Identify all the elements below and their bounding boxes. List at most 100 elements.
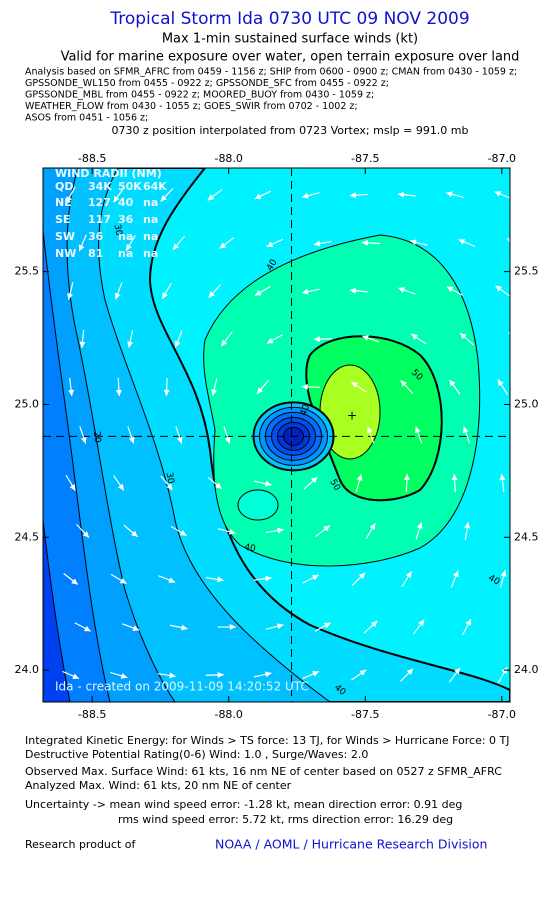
radii-header: 50K <box>118 180 142 193</box>
y-tick-label: 24.0 <box>15 663 40 676</box>
wind-arrow-head <box>449 379 456 387</box>
radii-header: 34K <box>88 180 112 193</box>
x-tick-label: -87.0 <box>488 152 516 165</box>
wind-arrow-head <box>215 482 222 489</box>
footer-line: Observed Max. Surface Wind: 61 kts, 16 n… <box>25 765 502 778</box>
wind-arrow-head <box>166 483 173 490</box>
wind-arrow-head <box>464 522 471 529</box>
wind-arrow-head <box>446 191 453 198</box>
wind-arrow-head <box>361 239 368 246</box>
axes: -88.5 -88.5 -88.0 -88.0 -87.5 -87.5 -87.0 -87.0… <box>15 152 539 721</box>
credit: Ida - created on 2009-11-09 14:20:52 UTC <box>55 680 309 694</box>
wind-arrow-head <box>265 480 272 487</box>
wind-arrow-head <box>174 340 181 348</box>
wind-arrow-head <box>67 293 73 300</box>
analysis-line: ASOS from 0451 - 1056 z; <box>25 113 148 124</box>
wind-arrow-head <box>358 572 366 580</box>
radii-cell: na <box>118 247 133 260</box>
wind-arrow-head <box>266 241 274 247</box>
wind-arrow-head <box>254 289 262 296</box>
footer-line: Destructive Potential Rating(0-6) Wind: … <box>25 748 368 761</box>
y-tick-label: 24.0 <box>514 663 539 676</box>
wind-arrow-head <box>208 291 215 298</box>
contour-label: 40 <box>243 543 256 555</box>
y-tick-label: 24.5 <box>514 530 539 543</box>
contour-15 <box>43 229 111 702</box>
wind-arrow-head <box>400 380 407 387</box>
wind-arrow-head <box>80 436 87 444</box>
radii-cell: 40 <box>118 196 134 209</box>
wind-arrow-head <box>369 523 376 530</box>
wind-arrow-head <box>349 192 356 199</box>
wind-arrow-head <box>127 341 134 348</box>
radii-cell: SW <box>55 230 75 243</box>
wind-arrow-head <box>114 292 121 300</box>
wind-arrow-head <box>71 578 78 585</box>
eye: + <box>43 168 510 702</box>
wind-arrow-head <box>219 242 227 249</box>
footer-line: Integrated Kinetic Energy: for Winds > T… <box>25 734 510 747</box>
radii-cell: SE <box>55 213 70 226</box>
y-tick-label: 25.0 <box>15 397 40 410</box>
wind-arrow-head <box>462 426 469 434</box>
x-tick-label: -87.5 <box>351 708 379 721</box>
wind-arrow-head <box>176 436 183 444</box>
analysis-line: GPSSONDE_WL150 from 0455 - 0922 z; GPSSO… <box>25 78 389 89</box>
wind-arrow-head <box>254 193 262 200</box>
wind-arrow-head <box>500 570 507 577</box>
wind-arrow-head <box>494 191 502 197</box>
radii-header: QD <box>55 180 73 193</box>
wind-arrow-head <box>312 671 319 677</box>
wind-arrow-head <box>362 335 369 341</box>
wind-arrow-head <box>312 574 319 581</box>
wind-arrow-head <box>323 525 330 532</box>
research-label: Research product of <box>25 838 136 851</box>
wind-arrow-head <box>66 196 72 203</box>
x-tick-label: -87.0 <box>488 708 516 721</box>
wind-arrow-head <box>132 625 140 631</box>
radii-title: WIND RADII (NM) <box>55 167 162 180</box>
wind-arrow <box>512 427 518 444</box>
wind-arrow-head <box>120 672 128 679</box>
contour-label: 20 <box>91 431 102 444</box>
wind-arrow-head <box>454 667 461 675</box>
radii-cell: NW <box>55 247 76 260</box>
wind-arrow-head <box>228 528 236 535</box>
x-tick-label: -88.0 <box>214 152 242 165</box>
map-frame <box>42 167 511 703</box>
wind-arrow-head <box>497 379 504 387</box>
wind-arrow-head <box>416 522 423 530</box>
max-wind-mark: + <box>347 409 357 423</box>
wind-arrow-head <box>162 292 168 299</box>
wind-arrow-head <box>169 672 176 679</box>
wind-arrow-head <box>163 389 170 396</box>
analysis-line: Analysis based on SFMR_AFRC from 0459 - … <box>25 67 517 78</box>
wind-arrow-head <box>506 238 510 244</box>
footer-line: Uncertainty -> mean wind speed error: -1… <box>25 798 462 811</box>
wind-arrow-head <box>69 484 76 491</box>
wind-arrow-head <box>224 436 231 444</box>
wind-arrow-head <box>211 389 217 396</box>
radii-cell: na <box>143 230 158 243</box>
wind-arrow-head <box>160 195 167 202</box>
wind-arrow-head <box>68 389 75 396</box>
wind-arrow-head <box>168 577 176 583</box>
wind-arrow-head <box>117 483 124 491</box>
radii-cell: 81 <box>88 247 103 260</box>
x-tick-label: -87.5 <box>351 152 379 165</box>
analysis-line: GPSSONDE_MBL from 0455 - 0922 z; MOORED_… <box>25 90 374 101</box>
wind-arrow-head <box>370 620 378 628</box>
x-tick-label: -88.0 <box>214 708 242 721</box>
wind-arrow-head <box>451 474 458 481</box>
wind-arrow-head <box>418 619 425 627</box>
x-tick-label: -88.5 <box>78 708 106 721</box>
footer: Integrated Kinetic Energy: for Winds > T… <box>25 734 510 826</box>
wind-arrow-head <box>217 576 224 583</box>
wind-arrow-head <box>310 477 318 484</box>
wind-arrow <box>511 619 518 636</box>
validity: Valid for marine exposure over water, op… <box>61 50 520 65</box>
wind-arrow-head <box>458 239 466 245</box>
wind-arrow-head <box>119 577 127 584</box>
analysis-notes: Analysis based on SFMR_AFRC from 0459 - … <box>25 67 517 124</box>
